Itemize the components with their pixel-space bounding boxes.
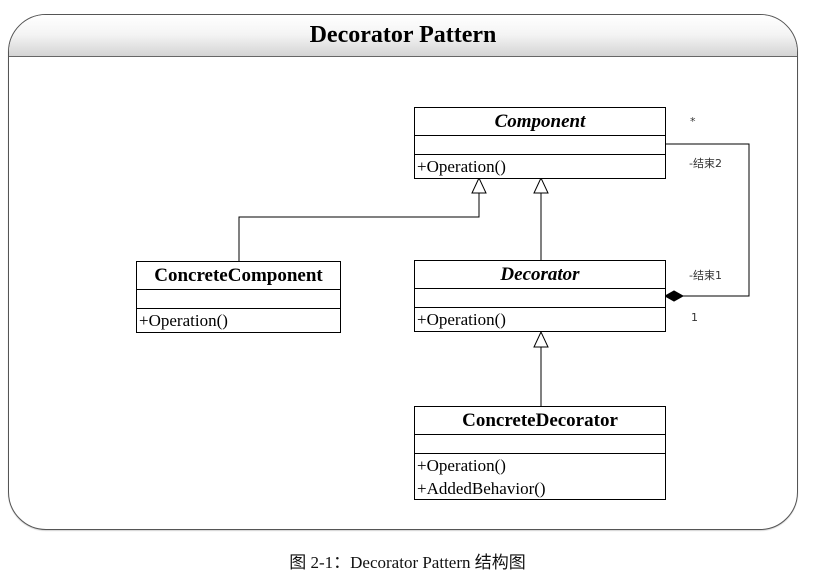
diagram-title: Decorator Pattern bbox=[309, 22, 497, 48]
concrete-component-operation-compartment: +Operation() bbox=[137, 309, 340, 332]
decorator-operation-compartment: +Operation() bbox=[415, 308, 665, 331]
concrete-decorator-added-behavior: +AddedBehavior() bbox=[417, 479, 546, 498]
decorator-class-name: Decorator bbox=[415, 261, 665, 289]
component-operation: +Operation() bbox=[417, 157, 506, 176]
concrete-component-attribute-compartment bbox=[137, 290, 340, 309]
component-multiplicity-label: * bbox=[690, 115, 696, 128]
decorator-operation: +Operation() bbox=[417, 310, 506, 329]
component-role-label: -结束2 bbox=[689, 157, 722, 170]
concrete-decorator-class-name: ConcreteDecorator bbox=[415, 407, 665, 435]
concrete-decorator-attribute-compartment bbox=[415, 435, 665, 454]
diagram-frame: Decorator Pattern bbox=[8, 14, 798, 530]
figure-caption: 图 2-1：Decorator Pattern 结构图 bbox=[289, 553, 526, 572]
decorator-class-box: Decorator +Operation() bbox=[414, 260, 666, 332]
concrete-decorator-class-box: ConcreteDecorator +Operation() +AddedBeh… bbox=[414, 406, 666, 500]
concrete-component-operation: +Operation() bbox=[139, 311, 228, 330]
concrete-component-class-name: ConcreteComponent bbox=[137, 262, 340, 290]
diagram-header: Decorator Pattern bbox=[9, 15, 797, 57]
concrete-decorator-operation: +Operation() bbox=[417, 456, 506, 475]
component-attribute-compartment bbox=[415, 136, 665, 155]
concrete-decorator-operation-compartment: +Operation() +AddedBehavior() bbox=[415, 454, 665, 500]
component-class-box: Component +Operation() bbox=[414, 107, 666, 179]
concrete-component-class-box: ConcreteComponent +Operation() bbox=[136, 261, 341, 333]
decorator-role-label: -结束1 bbox=[689, 269, 722, 282]
component-class-name: Component bbox=[415, 108, 665, 136]
decorator-attribute-compartment bbox=[415, 289, 665, 308]
decorator-multiplicity-label: 1 bbox=[691, 311, 698, 324]
component-operation-compartment: +Operation() bbox=[415, 155, 665, 178]
